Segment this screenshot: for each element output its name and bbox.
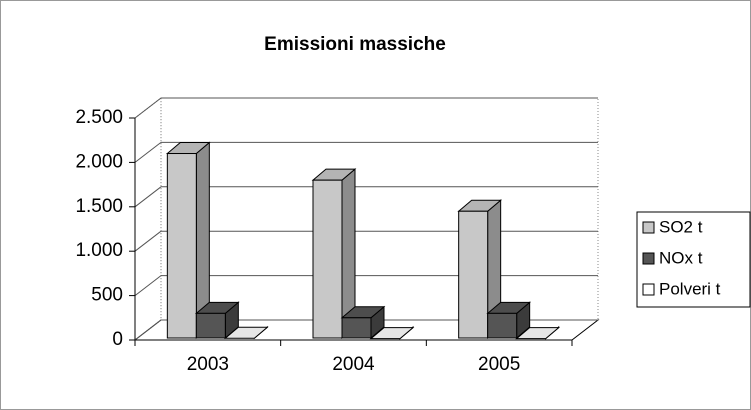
bar (340, 305, 386, 340)
chart-title: Emissioni massiche (264, 34, 446, 55)
x-tick-label: 2003 (187, 354, 229, 375)
legend-label: SO2 t (659, 217, 703, 236)
bar-front (341, 317, 372, 339)
bar (369, 325, 415, 340)
grid-line (134, 275, 162, 296)
grid-line (134, 142, 162, 163)
bar (486, 301, 532, 340)
legend-label: Polveri t (659, 279, 721, 298)
legend-swatch (642, 283, 655, 296)
grid-line (134, 97, 162, 119)
legend-swatch (642, 252, 655, 265)
y-tick-label: 1.000 (75, 240, 123, 261)
bar-top (369, 327, 415, 340)
bar-front (487, 312, 518, 339)
y-tick-label: 2.000 (75, 151, 123, 172)
bar (194, 301, 240, 340)
y-tick-label: 2.500 (75, 107, 123, 128)
bar (515, 325, 561, 340)
bar-front (458, 210, 489, 339)
grid-line (134, 186, 162, 208)
y-tick-label: 0 (112, 329, 123, 350)
bar-front (312, 179, 343, 339)
grid-line (134, 319, 162, 341)
bar (457, 199, 503, 340)
legend-label: NOx t (659, 248, 703, 267)
y-tick-label: 1.500 (75, 196, 123, 217)
bar (223, 325, 269, 340)
legend-box (636, 211, 751, 308)
bar (165, 141, 211, 340)
legend-swatch (642, 221, 655, 234)
bar-top (223, 326, 269, 339)
x-tick-label: 2005 (478, 354, 520, 375)
bar-top (515, 327, 561, 340)
x-tick-label: 2004 (332, 354, 375, 375)
bar-front (166, 153, 197, 339)
bar-front (195, 312, 226, 339)
y-tick-label: 500 (91, 285, 123, 306)
bar (311, 168, 357, 340)
grid-line (134, 230, 162, 252)
